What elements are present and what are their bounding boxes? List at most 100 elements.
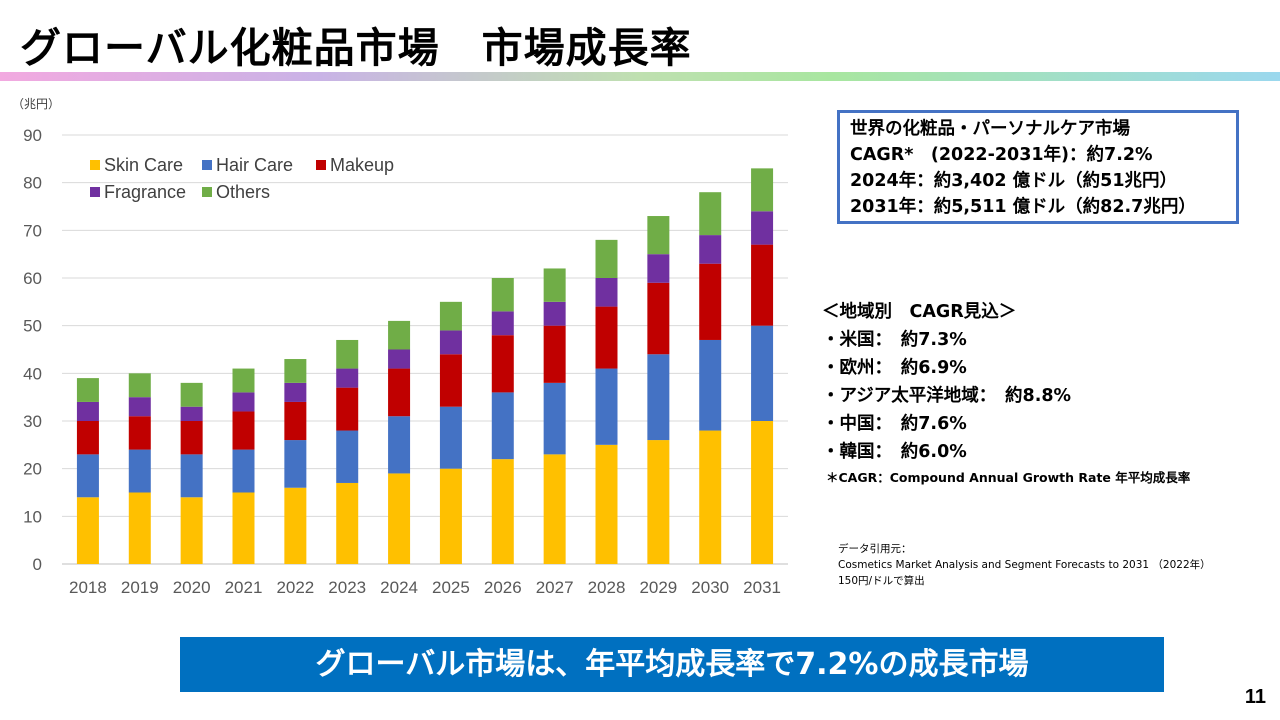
bar-2026-hair-care xyxy=(491,392,514,460)
conclusion-banner: グローバル市場は、年平均成長率で7.2%の成長市場 xyxy=(180,637,1164,692)
x-tick-label-2019: 2019 xyxy=(121,578,159,597)
x-tick-label-2024: 2024 xyxy=(380,578,418,597)
y-tick-label-40: 40 xyxy=(23,364,42,383)
bar-2019-skin-care xyxy=(128,492,151,564)
bar-2028-hair-care xyxy=(595,368,618,445)
x-tick-label-2023: 2023 xyxy=(328,578,366,597)
bar-2028-skin-care xyxy=(595,444,618,564)
legend-label-hair-care: Hair Care xyxy=(216,155,293,175)
legend-label-skin-care: Skin Care xyxy=(104,155,183,175)
legend-swatch-fragrance xyxy=(90,187,100,197)
bar-2024-makeup xyxy=(388,368,411,417)
bar-2018-others xyxy=(76,378,99,402)
bar-2022-others xyxy=(284,359,307,383)
y-tick-label-20: 20 xyxy=(23,460,42,479)
bar-2018-makeup xyxy=(76,421,99,455)
bar-2024-others xyxy=(388,320,411,350)
y-tick-label-70: 70 xyxy=(23,221,42,240)
summary-line-3: 2024年：約3,402 億ドル（約51兆円） xyxy=(850,171,1178,191)
bar-2031-hair-care xyxy=(751,325,774,421)
bars xyxy=(76,168,774,564)
bar-2027-fragrance xyxy=(543,301,566,326)
bar-2019-makeup xyxy=(128,416,151,450)
bar-2019-fragrance xyxy=(128,397,151,417)
market-summary-box: 世界の化粧品・パーソナルケア市場 CAGR* (2022-2031年)：約7.2… xyxy=(837,110,1239,224)
legend-swatch-makeup xyxy=(316,160,326,170)
regional-item-us: ・米国： 約7.3% xyxy=(822,330,967,350)
bar-2027-skin-care xyxy=(543,454,566,564)
regional-heading: ＜地域別 CAGR見込＞ xyxy=(822,302,1017,322)
summary-line-2: CAGR* (2022-2031年)：約7.2% xyxy=(850,145,1153,165)
bar-2023-skin-care xyxy=(336,482,359,564)
bar-2030-skin-care xyxy=(699,430,722,564)
y-tick-label-30: 30 xyxy=(23,412,42,431)
page-title: グローバル化粧品市場 市場成長率 xyxy=(20,24,692,72)
legend-label-fragrance: Fragrance xyxy=(104,182,186,202)
bar-2025-others xyxy=(439,301,462,331)
bar-2023-others xyxy=(336,339,359,369)
summary-line-1: 世界の化粧品・パーソナルケア市場 xyxy=(850,119,1130,139)
bar-2021-fragrance xyxy=(232,392,255,412)
x-axis-labels: 2018 2019 2020 2021 2022 2023 2024 2025 2026 2027… xyxy=(69,578,781,597)
bar-2030-makeup xyxy=(699,263,722,340)
y-axis-ticks: 0 10 20 30 40 50 60 70 80 90 xyxy=(23,126,42,574)
bar-2026-makeup xyxy=(491,335,514,393)
bar-2022-hair-care xyxy=(284,440,307,488)
bar-2020-skin-care xyxy=(180,497,203,564)
x-tick-label-2020: 2020 xyxy=(173,578,211,597)
bar-2031-fragrance xyxy=(751,211,774,245)
y-tick-label-10: 10 xyxy=(23,507,42,526)
x-tick-label-2022: 2022 xyxy=(276,578,314,597)
bar-2027-hair-care xyxy=(543,382,566,455)
bar-2031-others xyxy=(751,168,774,212)
legend: Skin Care Hair Care Makeup Fragrance Others xyxy=(90,155,394,202)
bar-2024-hair-care xyxy=(388,416,411,474)
regional-item-europe: ・欧州： 約6.9% xyxy=(822,358,967,378)
y-tick-label-90: 90 xyxy=(23,126,42,145)
source-line: Cosmetics Market Analysis and Segment Fo… xyxy=(838,559,1211,571)
bar-2024-fragrance xyxy=(388,349,411,369)
x-tick-label-2025: 2025 xyxy=(432,578,470,597)
bar-2020-others xyxy=(180,382,203,407)
bar-2026-skin-care xyxy=(491,459,514,564)
regional-item-china: ・中国： 約7.6% xyxy=(822,414,967,434)
x-tick-label-2026: 2026 xyxy=(484,578,522,597)
bar-2030-hair-care xyxy=(699,339,722,431)
bar-2029-makeup xyxy=(647,282,670,355)
bar-2018-fragrance xyxy=(76,401,99,421)
bar-2025-skin-care xyxy=(439,468,462,564)
bar-2031-makeup xyxy=(751,244,774,326)
regional-item-apac: ・アジア太平洋地域： 約8.8% xyxy=(822,386,1072,406)
regional-item-korea: ・韓国： 約6.0% xyxy=(822,442,967,462)
bar-2031-skin-care xyxy=(751,421,774,564)
x-tick-label-2027: 2027 xyxy=(536,578,574,597)
bar-2023-hair-care xyxy=(336,430,359,483)
x-tick-label-2018: 2018 xyxy=(69,578,107,597)
bar-2018-skin-care xyxy=(76,497,99,564)
summary-line-4: 2031年：約5,511 億ドル（約82.7兆円） xyxy=(850,197,1196,217)
bar-2029-skin-care xyxy=(647,440,670,564)
bar-2023-makeup xyxy=(336,387,359,431)
x-tick-label-2030: 2030 xyxy=(691,578,729,597)
source-note: データ引用元： Cosmetics Market Analysis and Se… xyxy=(838,541,1211,589)
bar-2025-makeup xyxy=(439,354,462,407)
bar-2029-hair-care xyxy=(647,354,670,441)
x-tick-label-2028: 2028 xyxy=(588,578,626,597)
bar-2028-others xyxy=(595,239,618,278)
bar-2022-makeup xyxy=(284,401,307,441)
bar-2030-fragrance xyxy=(699,235,722,264)
y-tick-label-0: 0 xyxy=(33,555,42,574)
bar-2028-fragrance xyxy=(595,278,618,307)
source-title: データ引用元： xyxy=(838,543,912,555)
bar-2022-skin-care xyxy=(284,487,307,564)
bar-2025-hair-care xyxy=(439,406,462,469)
bar-2029-fragrance xyxy=(647,254,670,283)
y-tick-label-50: 50 xyxy=(23,317,42,336)
legend-label-makeup: Makeup xyxy=(330,155,394,175)
bar-2027-others xyxy=(543,268,566,302)
bar-2030-others xyxy=(699,192,722,236)
page-number: 11 xyxy=(1244,686,1266,708)
bar-2019-hair-care xyxy=(128,449,151,493)
bar-2020-fragrance xyxy=(180,406,203,421)
bar-2023-fragrance xyxy=(336,368,359,388)
